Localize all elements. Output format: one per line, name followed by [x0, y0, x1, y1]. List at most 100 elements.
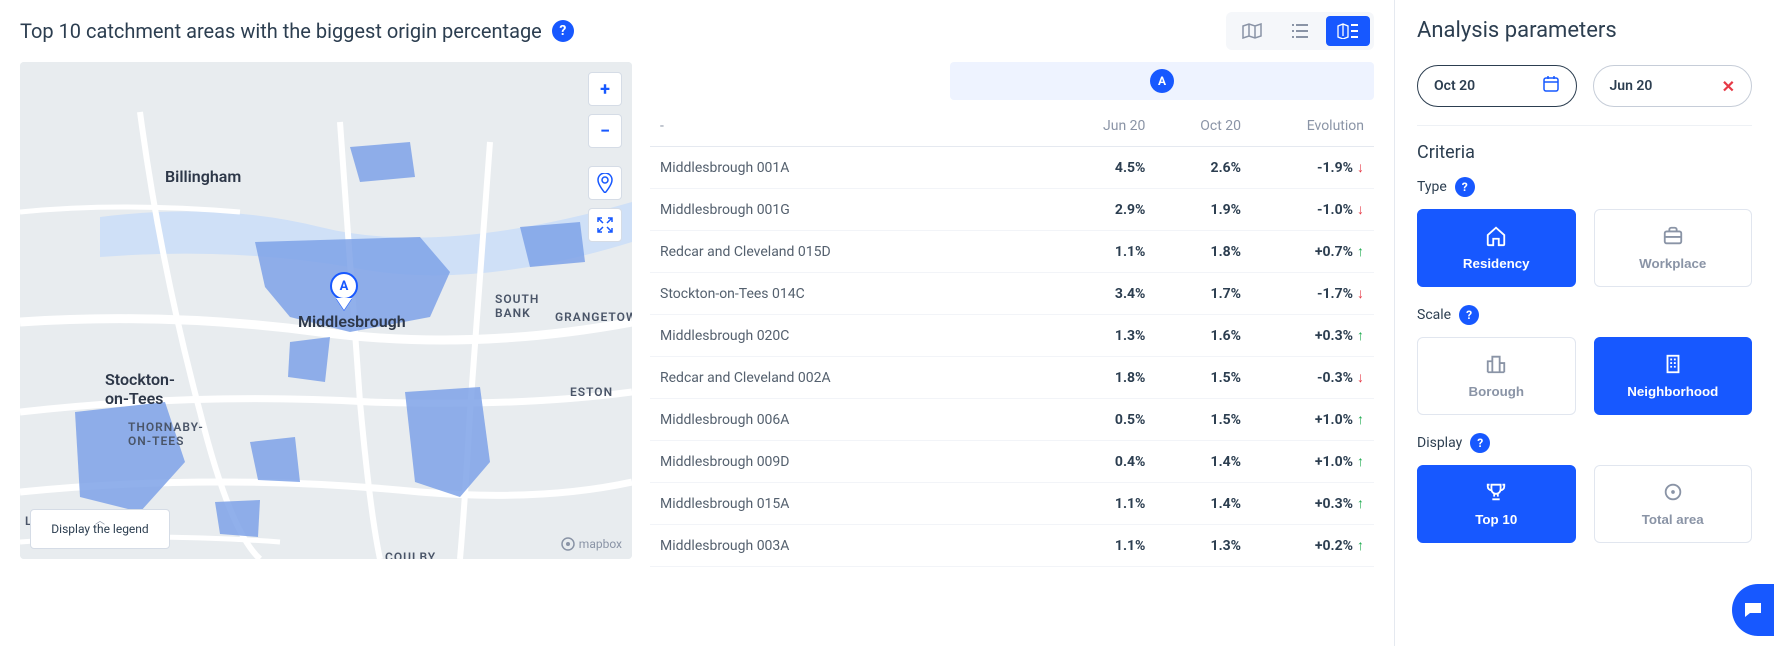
close-icon[interactable]: ✕	[1722, 77, 1735, 96]
cell-p1: 2.9%	[1060, 189, 1156, 231]
arrow-up-icon: ↑	[1357, 411, 1364, 428]
fullscreen-button[interactable]	[588, 208, 622, 242]
help-icon[interactable]: ?	[1470, 433, 1490, 453]
cell-name: Middlesbrough 001A	[650, 147, 1060, 189]
view-list-button[interactable]	[1278, 16, 1322, 46]
table-row[interactable]: Redcar and Cleveland 002A1.8%1.5%-0.3%↓	[650, 357, 1374, 399]
card-label: Borough	[1468, 384, 1524, 399]
data-table: A - Jun 20 Oct 20 Evolution Middlesbroug…	[650, 62, 1374, 646]
table-row[interactable]: Middlesbrough 001G2.9%1.9%-1.0%↓	[650, 189, 1374, 231]
trophy-icon	[1485, 481, 1507, 506]
cell-evo: +0.7%↑	[1251, 231, 1374, 273]
legend-toggle[interactable]: ︿ Display the legend	[30, 509, 170, 549]
cell-name: Stockton-on-Tees 014C	[650, 273, 1060, 315]
zoom-out-button[interactable]: −	[588, 114, 622, 148]
view-toggle	[1226, 12, 1374, 50]
table-header-row: - Jun 20 Oct 20 Evolution	[650, 106, 1374, 147]
cell-name: Middlesbrough 001G	[650, 189, 1060, 231]
map-attribution: mapbox	[561, 537, 622, 551]
date-to-picker[interactable]: Jun 20 ✕	[1593, 65, 1753, 107]
card-label: Total area	[1642, 512, 1704, 527]
table-row[interactable]: Middlesbrough 020C1.3%1.6%+0.3%↑	[650, 315, 1374, 357]
cell-p2: 1.5%	[1155, 357, 1251, 399]
city-icon	[1485, 353, 1507, 378]
cell-evo: +0.3%↑	[1251, 483, 1374, 525]
locate-button[interactable]	[588, 166, 622, 200]
cell-p1: 4.5%	[1060, 147, 1156, 189]
cell-name: Redcar and Cleveland 002A	[650, 357, 1060, 399]
cell-evo: -1.7%↓	[1251, 273, 1374, 315]
arrow-up-icon: ↑	[1357, 537, 1364, 554]
display-top-10-button[interactable]: Top 10	[1417, 465, 1576, 543]
zoom-in-button[interactable]: +	[588, 72, 622, 106]
cell-p1: 1.1%	[1060, 525, 1156, 567]
cell-evo: +1.0%↑	[1251, 441, 1374, 483]
arrow-up-icon: ↑	[1357, 453, 1364, 470]
briefcase-icon	[1662, 225, 1684, 250]
table-row[interactable]: Middlesbrough 003A1.1%1.3%+0.2%↑	[650, 525, 1374, 567]
col-period-1[interactable]: Jun 20	[1060, 106, 1156, 147]
table-row[interactable]: Redcar and Cleveland 015D1.1%1.8%+0.7%↑	[650, 231, 1374, 273]
table-row[interactable]: Middlesbrough 015A1.1%1.4%+0.3%↑	[650, 483, 1374, 525]
cell-p2: 1.3%	[1155, 525, 1251, 567]
scale-label: Scale	[1417, 307, 1451, 323]
pin-letter: A	[340, 279, 349, 294]
map-pin: A	[330, 272, 358, 310]
cell-p2: 1.6%	[1155, 315, 1251, 357]
scale-neighborhood-button[interactable]: Neighborhood	[1594, 337, 1753, 415]
cell-p2: 1.5%	[1155, 399, 1251, 441]
arrow-up-icon: ↑	[1357, 243, 1364, 260]
arrow-up-icon: ↑	[1357, 327, 1364, 344]
display-total-area-button[interactable]: Total area	[1594, 465, 1753, 543]
type-residency-button[interactable]: Residency	[1417, 209, 1576, 287]
date-from-picker[interactable]: Oct 20	[1417, 65, 1577, 107]
cell-p1: 1.8%	[1060, 357, 1156, 399]
cell-p2: 1.8%	[1155, 231, 1251, 273]
view-map-button[interactable]	[1230, 16, 1274, 46]
cell-p2: 1.7%	[1155, 273, 1251, 315]
table-row[interactable]: Middlesbrough 001A4.5%2.6%-1.9%↓	[650, 147, 1374, 189]
target-icon	[1662, 481, 1684, 506]
date-from-label: Oct 20	[1434, 78, 1475, 94]
col-evolution[interactable]: Evolution	[1251, 106, 1374, 147]
cell-p2: 1.4%	[1155, 483, 1251, 525]
arrow-down-icon: ↓	[1357, 201, 1364, 218]
building-icon	[1662, 353, 1684, 378]
cell-p1: 0.4%	[1060, 441, 1156, 483]
scale-borough-button[interactable]: Borough	[1417, 337, 1576, 415]
sidebar-title: Analysis parameters	[1417, 18, 1752, 43]
cell-name: Redcar and Cleveland 015D	[650, 231, 1060, 273]
cell-evo: -0.3%↓	[1251, 357, 1374, 399]
cell-name: Middlesbrough 006A	[650, 399, 1060, 441]
view-split-button[interactable]	[1326, 16, 1370, 46]
cell-evo: +0.2%↑	[1251, 525, 1374, 567]
card-label: Top 10	[1475, 512, 1517, 527]
cell-p1: 1.1%	[1060, 483, 1156, 525]
table-row[interactable]: Stockton-on-Tees 014C3.4%1.7%-1.7%↓	[650, 273, 1374, 315]
cell-p1: 1.3%	[1060, 315, 1156, 357]
table-marker-header: A	[950, 62, 1374, 100]
cell-name: Middlesbrough 003A	[650, 525, 1060, 567]
cell-p1: 1.1%	[1060, 231, 1156, 273]
cell-p2: 1.9%	[1155, 189, 1251, 231]
help-icon[interactable]: ?	[1455, 177, 1475, 197]
display-label: Display	[1417, 435, 1462, 451]
type-workplace-button[interactable]: Workplace	[1594, 209, 1753, 287]
col-name[interactable]: -	[650, 106, 1060, 147]
card-label: Neighborhood	[1627, 384, 1718, 399]
arrow-down-icon: ↓	[1357, 285, 1364, 302]
cell-p2: 2.6%	[1155, 147, 1251, 189]
table-row[interactable]: Middlesbrough 006A0.5%1.5%+1.0%↑	[650, 399, 1374, 441]
col-period-2[interactable]: Oct 20	[1155, 106, 1251, 147]
cell-p1: 3.4%	[1060, 273, 1156, 315]
table-row[interactable]: Middlesbrough 009D0.4%1.4%+1.0%↑	[650, 441, 1374, 483]
cell-name: Middlesbrough 009D	[650, 441, 1060, 483]
chevron-up-icon: ︿	[95, 512, 105, 527]
help-icon[interactable]: ?	[1459, 305, 1479, 325]
map-pane[interactable]: BillinghamMiddlesbroughStockton-on-TeesS…	[20, 62, 632, 559]
cell-name: Middlesbrough 015A	[650, 483, 1060, 525]
arrow-up-icon: ↑	[1357, 495, 1364, 512]
help-icon[interactable]: ?	[552, 20, 574, 42]
criteria-heading: Criteria	[1417, 142, 1752, 163]
map-svg	[20, 62, 632, 559]
